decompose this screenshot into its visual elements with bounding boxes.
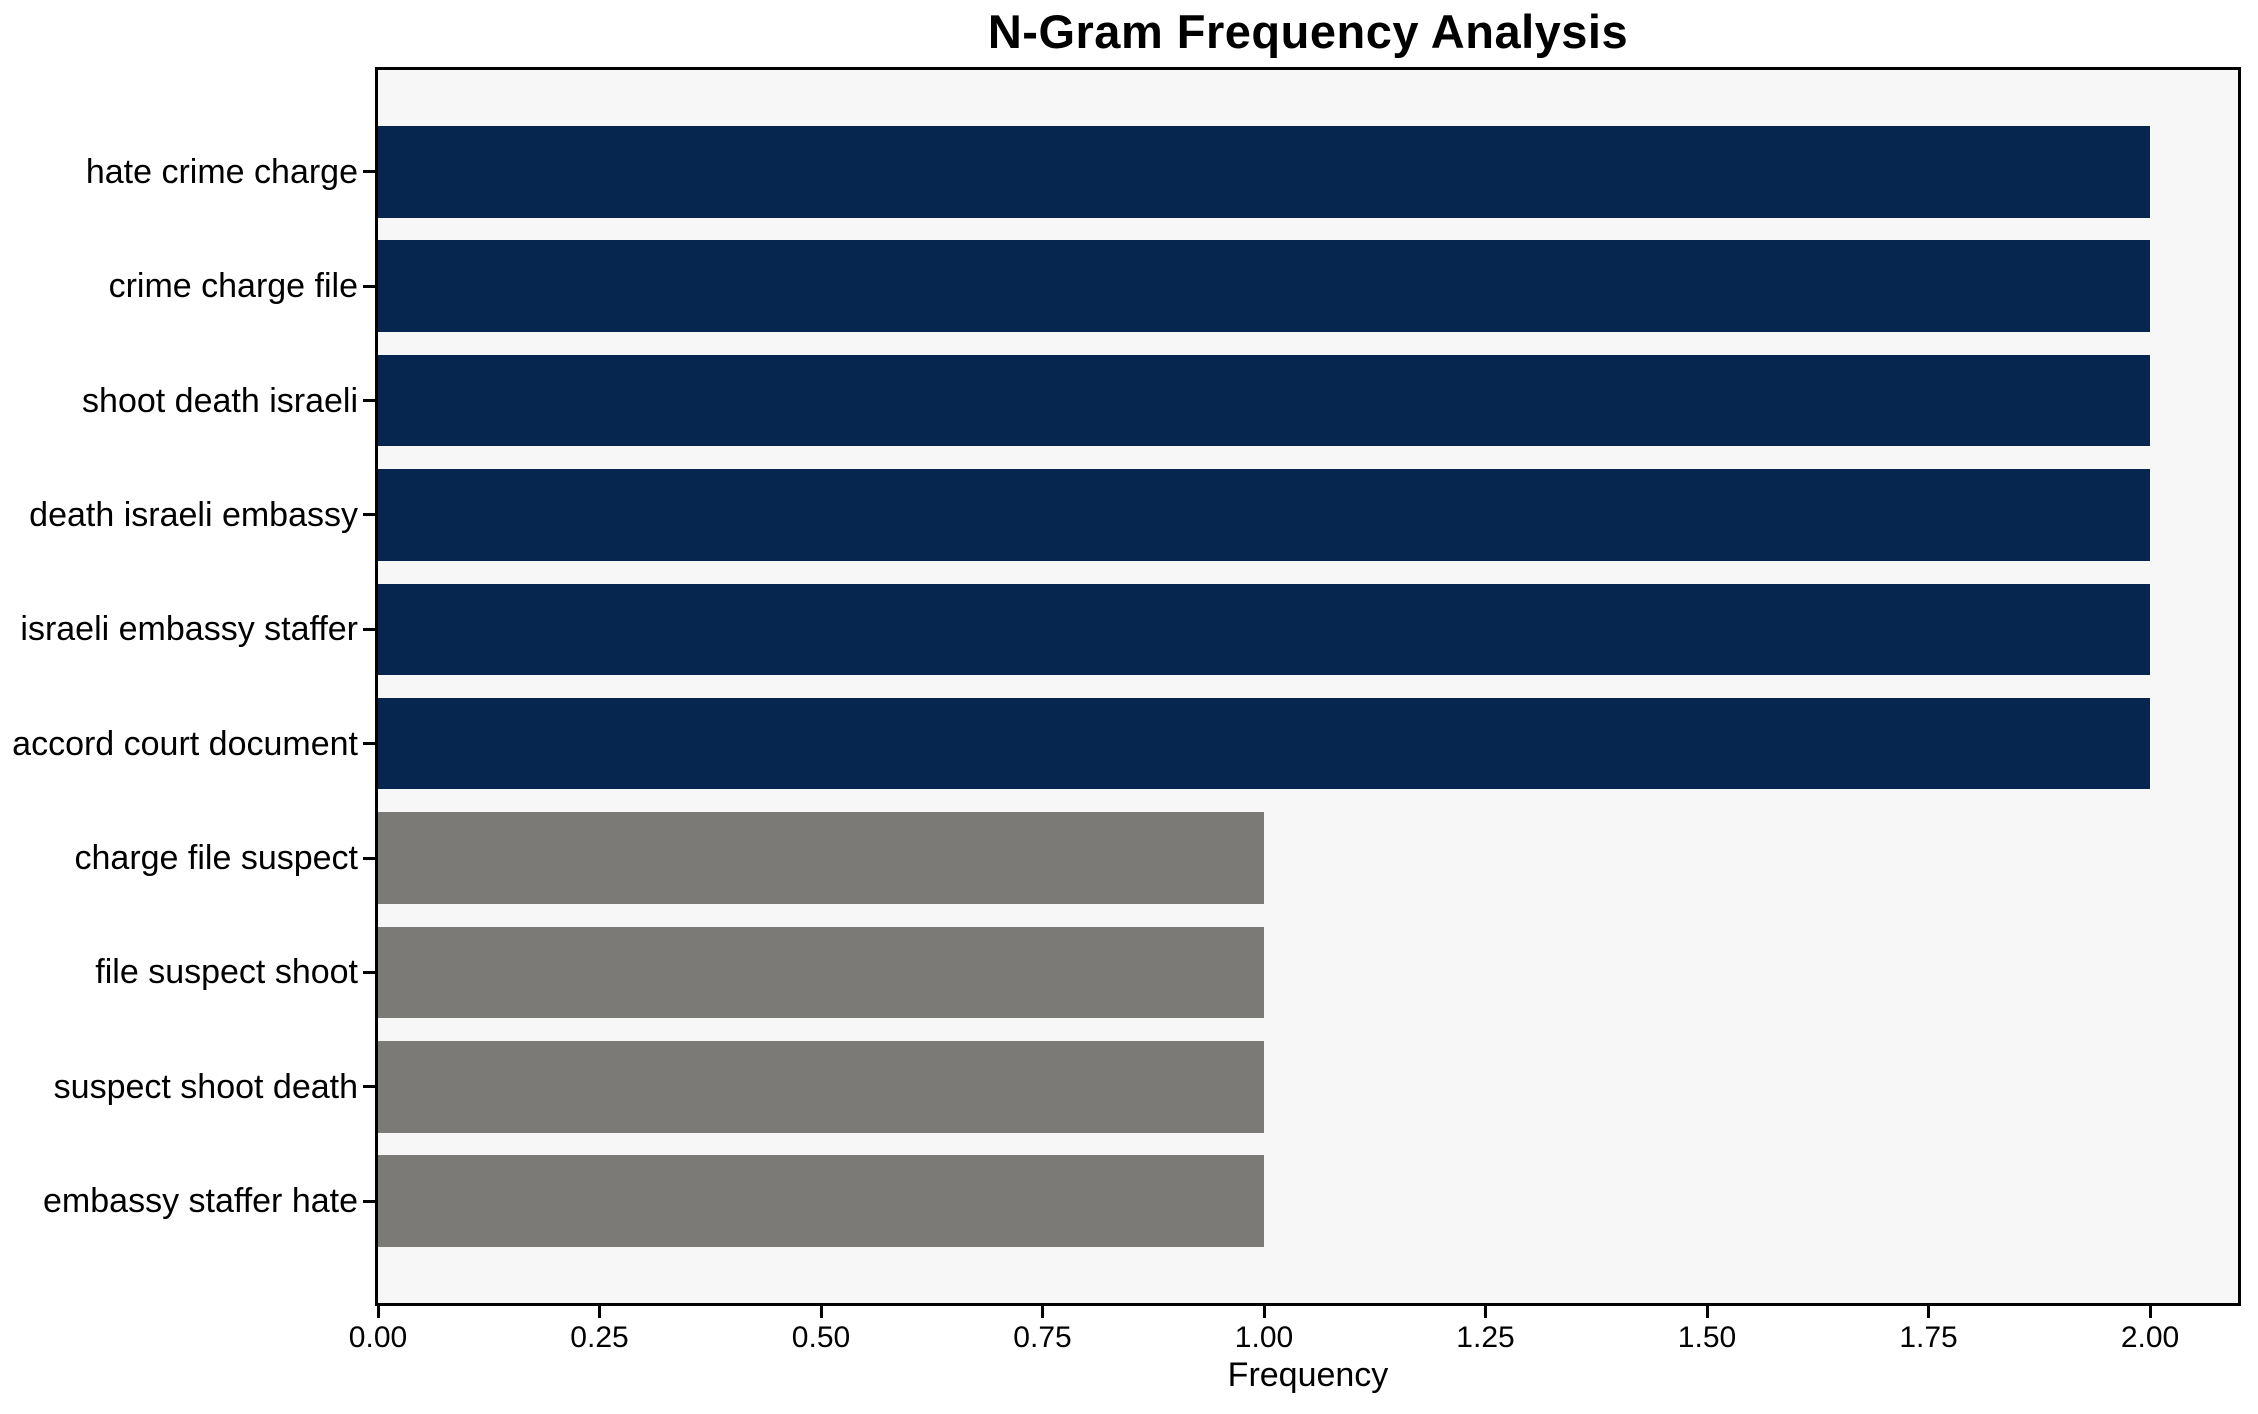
y-tick-crime-charge-file [363, 284, 375, 288]
bar-death-israeli-embassy [378, 469, 2151, 561]
x-tick-0.75 [1041, 1306, 1044, 1318]
chart-title: N-Gram Frequency Analysis [987, 5, 1629, 58]
plot-area [363, 67, 2241, 1318]
y-tick-label-death-israeli-embassy: death israeli embassy [29, 495, 358, 534]
bar-accord-court-document [378, 697, 2151, 790]
y-tick-israeli-embassy-staffer [363, 627, 375, 631]
x-tick-2.00 [2148, 1306, 2152, 1318]
y-tick-label-file-suspect-shoot: file suspect shoot [95, 953, 358, 992]
bar-shoot-death-israeli [378, 354, 2151, 447]
x-tick-1.75 [1927, 1306, 1931, 1318]
x-tick-label-1.50: 1.50 [1677, 1321, 1737, 1354]
y-tick-label-charge-file-suspect: charge file suspect [74, 839, 359, 878]
y-tick-label-accord-court-document: accord court document [12, 724, 358, 763]
y-tick-label-embassy-staffer-hate: embassy staffer hate [43, 1182, 358, 1221]
y-tick-hate-crime-charge [363, 170, 375, 174]
x-tick-1.00 [1262, 1306, 1266, 1318]
x-tick-0.50 [819, 1306, 823, 1318]
y-tick-file-suspect-shoot [363, 970, 375, 974]
x-tick-label-2.00: 2.00 [2120, 1321, 2180, 1354]
y-tick-charge-file-suspect [363, 856, 375, 860]
bar-hate-crime-charge [378, 126, 2151, 218]
x-tick-0.00 [376, 1306, 380, 1318]
x-tick-label-0.50: 0.50 [791, 1321, 851, 1354]
bar-suspect-shoot-death [378, 1041, 1264, 1133]
x-tick-label-1.75: 1.75 [1899, 1321, 1958, 1354]
x-tick-0.25 [598, 1306, 601, 1318]
y-tick-label-suspect-shoot-death: suspect shoot death [53, 1067, 358, 1106]
bar-israeli-embassy-staffer [378, 583, 2151, 676]
x-tick-1.50 [1705, 1306, 1709, 1318]
y-tick-suspect-shoot-death [363, 1085, 375, 1089]
x-tick-label-0.00: 0.00 [348, 1321, 408, 1354]
x-tick-label-1.00: 1.00 [1234, 1321, 1294, 1354]
y-tick-label-crime-charge-file: crime charge file [108, 267, 358, 306]
y-tick-label-hate-crime-charge: hate crime charge [85, 152, 358, 191]
y-tick-embassy-staffer-hate [363, 1199, 375, 1203]
plot-inner [363, 70, 2238, 1318]
y-tick-shoot-death-israeli [363, 399, 375, 403]
bar-crime-charge-file [378, 240, 2151, 332]
bar-embassy-staffer-hate [378, 1155, 1264, 1247]
x-tick-label-0.75: 0.75 [1013, 1321, 1072, 1354]
x-tick-label-1.25: 1.25 [1456, 1321, 1515, 1354]
x-tick-label-0.25: 0.25 [570, 1321, 629, 1354]
y-tick-accord-court-document [363, 742, 375, 746]
x-tick-1.25 [1484, 1306, 1487, 1318]
y-tick-death-israeli-embassy [363, 513, 375, 517]
y-tick-label-israeli-embassy-staffer: israeli embassy staffer [20, 610, 358, 649]
x-axis-label: Frequency [1227, 1356, 1389, 1394]
bar-charge-file-suspect [378, 812, 1264, 904]
bar-file-suspect-shoot [378, 926, 1264, 1019]
y-tick-label-shoot-death-israeli: shoot death israeli [82, 381, 358, 420]
